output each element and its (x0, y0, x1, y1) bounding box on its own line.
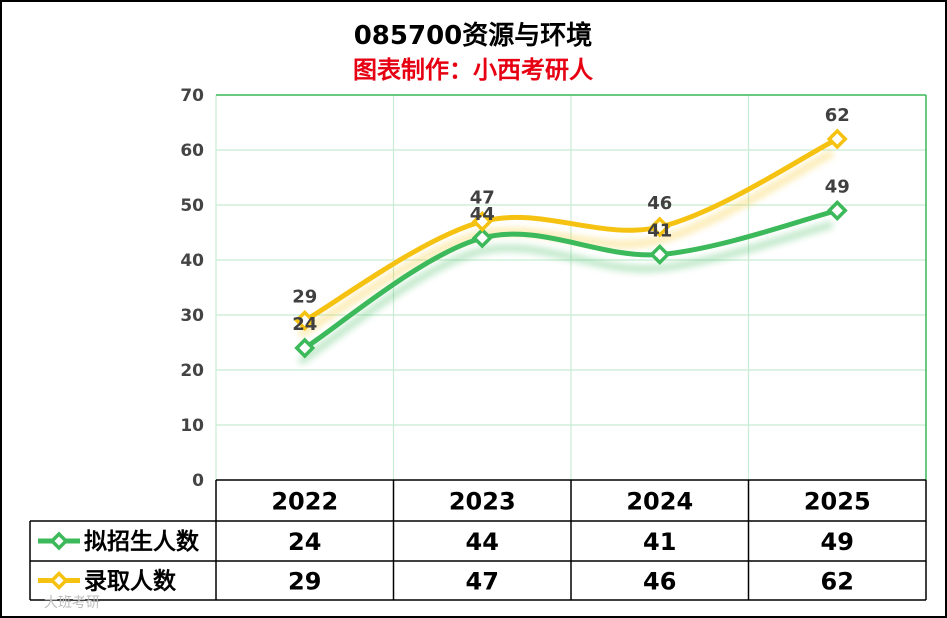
data-point (649, 216, 671, 238)
grid (215, 94, 927, 480)
series-line-1 (302, 136, 840, 323)
data-table: 2022 2023 2024 2025 拟招生人数 24 44 41 49 录取人数 29 47 46 6… (29, 479, 927, 601)
y-tick-label: 50 (180, 196, 204, 216)
legend-marker (49, 571, 69, 590)
data-point (649, 244, 671, 265)
x-category-label: 2022 (271, 488, 338, 516)
y-tick-label: 40 (180, 251, 204, 271)
table-cell: 44 (466, 528, 499, 556)
data-label: 44 (470, 204, 495, 225)
series-line-0 (302, 208, 840, 351)
y-tick-label: 30 (180, 306, 204, 326)
y-tick-label: 60 (180, 141, 204, 161)
data-point (471, 211, 493, 232)
data-labels: 24 44 41 49 29 47 46 62 (292, 105, 850, 335)
data-point (471, 227, 493, 249)
table-cell: 62 (821, 568, 854, 596)
table-cell: 47 (466, 568, 499, 596)
chart-subtitle: 图表制作：小西考研人 (353, 56, 593, 84)
x-category-label: 2023 (449, 488, 516, 516)
x-category-label: 2025 (804, 488, 871, 516)
series-shadow (297, 221, 834, 365)
series-shadow (298, 149, 834, 338)
legend-label: 录取人数 (84, 569, 177, 595)
line-shadows (297, 149, 834, 365)
data-label: 29 (292, 287, 317, 308)
table-cell: 29 (288, 568, 321, 596)
data-label: 62 (825, 105, 850, 126)
data-label: 49 (825, 177, 850, 198)
y-tick-label: 20 (180, 361, 204, 381)
data-point (294, 310, 316, 331)
data-label: 47 (470, 188, 495, 209)
watermark-text: 大班考研 (44, 595, 100, 611)
table-cell: 46 (643, 568, 676, 596)
data-label: 24 (292, 314, 317, 335)
series-lines (302, 136, 840, 351)
y-tick-label: 10 (180, 416, 204, 436)
y-tick-label: 70 (180, 86, 204, 106)
data-label: 41 (647, 221, 672, 242)
data-point (294, 337, 316, 359)
chart-title: 085700资源与环境 (354, 20, 593, 51)
table-cell: 41 (643, 528, 676, 556)
legend-label: 拟招生人数 (84, 528, 200, 555)
y-axis: 0 10 20 30 40 50 60 70 (180, 86, 204, 491)
series-markers (294, 128, 848, 359)
x-category-label: 2024 (626, 488, 693, 516)
data-point (826, 128, 848, 150)
data-point (826, 200, 848, 221)
legend-marker (49, 531, 69, 551)
data-label: 46 (647, 193, 672, 214)
table-cell: 24 (288, 528, 321, 556)
table-cell: 49 (821, 528, 854, 556)
y-tick-label: 0 (192, 471, 204, 491)
